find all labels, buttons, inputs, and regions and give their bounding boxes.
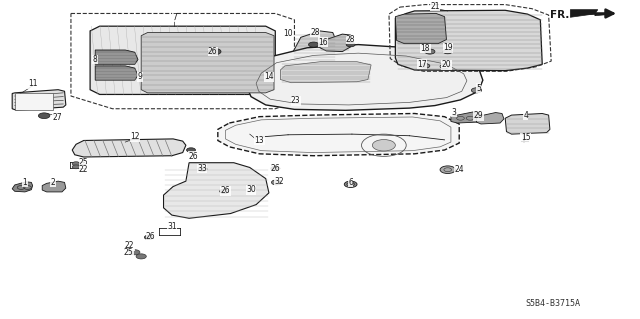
Circle shape [421, 64, 430, 68]
Polygon shape [396, 13, 447, 44]
Text: 23: 23 [291, 96, 301, 105]
Text: 14: 14 [264, 72, 274, 81]
Circle shape [372, 139, 396, 151]
Text: S5B4-B3715A: S5B4-B3715A [525, 299, 580, 308]
Text: 5: 5 [476, 84, 481, 93]
Text: 2: 2 [51, 178, 56, 187]
Polygon shape [95, 66, 138, 80]
Circle shape [208, 48, 221, 55]
Text: 9: 9 [138, 72, 142, 81]
Circle shape [444, 49, 452, 54]
Text: 1: 1 [22, 178, 28, 187]
Polygon shape [289, 85, 326, 105]
Polygon shape [293, 31, 336, 61]
Text: 22: 22 [79, 165, 88, 174]
Text: 13: 13 [255, 136, 264, 145]
Text: 21: 21 [430, 2, 440, 11]
Polygon shape [95, 50, 138, 64]
Polygon shape [12, 90, 66, 110]
Polygon shape [164, 163, 269, 218]
Text: 8: 8 [93, 55, 97, 64]
Polygon shape [141, 33, 274, 93]
Circle shape [38, 113, 50, 119]
Text: 6: 6 [348, 178, 353, 187]
Text: 19: 19 [443, 43, 452, 52]
Text: 4: 4 [523, 111, 528, 120]
Text: 25: 25 [124, 249, 133, 257]
Polygon shape [12, 182, 33, 192]
Text: 20: 20 [442, 60, 451, 70]
Text: 12: 12 [130, 132, 140, 141]
Polygon shape [505, 114, 550, 134]
Text: 18: 18 [420, 44, 430, 53]
Text: 15: 15 [521, 133, 531, 143]
Circle shape [346, 42, 355, 47]
Text: 10: 10 [284, 29, 293, 38]
Text: 26: 26 [271, 164, 280, 173]
Text: 26: 26 [208, 47, 218, 56]
Bar [15, 93, 53, 110]
Circle shape [440, 166, 456, 174]
Polygon shape [72, 139, 186, 157]
Circle shape [344, 181, 357, 188]
Text: 33: 33 [197, 164, 207, 173]
Circle shape [220, 189, 228, 194]
Polygon shape [280, 62, 371, 83]
Text: 22: 22 [125, 241, 134, 250]
Circle shape [271, 166, 280, 171]
Polygon shape [476, 113, 504, 124]
Polygon shape [90, 26, 275, 94]
Circle shape [308, 42, 319, 47]
Polygon shape [451, 112, 481, 123]
Polygon shape [570, 10, 614, 17]
Text: 30: 30 [246, 185, 256, 194]
Text: 11: 11 [28, 79, 37, 88]
Circle shape [72, 162, 80, 166]
Polygon shape [42, 181, 66, 192]
Text: 28: 28 [346, 35, 355, 44]
Circle shape [145, 235, 154, 240]
Text: 7: 7 [172, 13, 177, 22]
Text: 29: 29 [474, 111, 483, 120]
Polygon shape [218, 114, 460, 156]
Text: 24: 24 [454, 165, 464, 174]
Circle shape [186, 148, 195, 152]
Circle shape [130, 250, 140, 255]
Text: FR.: FR. [550, 10, 569, 20]
Text: 3: 3 [452, 108, 456, 117]
Text: 26: 26 [221, 186, 230, 195]
Circle shape [198, 167, 207, 171]
Circle shape [271, 180, 282, 185]
Polygon shape [246, 45, 483, 110]
Text: 26: 26 [189, 152, 198, 161]
Circle shape [72, 165, 80, 169]
Text: 27: 27 [52, 113, 61, 122]
Text: 28: 28 [310, 28, 319, 37]
Text: 31: 31 [167, 222, 177, 231]
Polygon shape [320, 34, 351, 52]
Text: 32: 32 [275, 177, 284, 186]
Text: 25: 25 [79, 158, 88, 167]
Circle shape [425, 49, 435, 54]
Polygon shape [396, 10, 542, 70]
Circle shape [471, 88, 481, 93]
Text: 17: 17 [417, 60, 427, 69]
Text: 26: 26 [146, 232, 156, 241]
Circle shape [136, 254, 147, 259]
Text: 16: 16 [318, 38, 328, 47]
